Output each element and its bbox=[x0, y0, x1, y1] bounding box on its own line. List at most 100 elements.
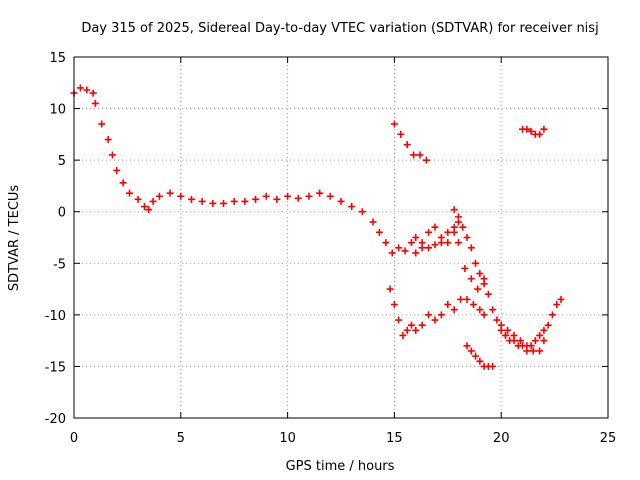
data-point bbox=[326, 192, 334, 200]
data-point bbox=[540, 337, 548, 345]
series-track-f bbox=[497, 326, 548, 355]
data-point bbox=[187, 195, 195, 203]
data-point bbox=[403, 326, 411, 334]
data-point bbox=[91, 99, 99, 107]
data-point bbox=[397, 130, 405, 138]
data-point bbox=[463, 295, 471, 303]
data-point bbox=[316, 189, 324, 197]
grid-lines bbox=[74, 57, 608, 418]
data-point bbox=[472, 259, 480, 267]
data-point bbox=[399, 331, 407, 339]
data-point bbox=[484, 290, 492, 298]
data-point bbox=[467, 244, 475, 252]
data-point bbox=[140, 203, 148, 211]
data-point bbox=[497, 326, 505, 334]
data-point bbox=[149, 197, 157, 205]
data-point bbox=[108, 151, 116, 159]
data-point bbox=[425, 311, 433, 319]
data-point bbox=[480, 280, 488, 288]
data-point bbox=[437, 234, 445, 241]
x-tick-label: 15 bbox=[386, 431, 403, 446]
data-point bbox=[536, 347, 544, 355]
data-point bbox=[155, 192, 163, 200]
data-point bbox=[412, 249, 420, 257]
data-point bbox=[454, 213, 462, 221]
series-track-c bbox=[450, 206, 565, 355]
data-point bbox=[166, 189, 174, 197]
data-point bbox=[510, 337, 518, 345]
data-point bbox=[410, 151, 418, 159]
data-point bbox=[145, 206, 153, 214]
data-point bbox=[252, 195, 260, 203]
data-point bbox=[348, 203, 356, 211]
data-point bbox=[418, 321, 426, 329]
x-tick-label: 0 bbox=[70, 431, 78, 446]
y-tick-label: 0 bbox=[58, 206, 66, 221]
data-point bbox=[540, 125, 548, 133]
series-main-track bbox=[70, 84, 488, 293]
data-point bbox=[198, 197, 206, 205]
data-point bbox=[444, 239, 452, 247]
series-track-d bbox=[386, 285, 488, 339]
data-point bbox=[382, 239, 390, 247]
x-tick-label: 20 bbox=[493, 431, 510, 446]
data-point bbox=[531, 337, 539, 345]
data-point bbox=[519, 342, 527, 350]
data-point bbox=[493, 316, 501, 324]
data-point bbox=[450, 206, 458, 214]
data-point bbox=[523, 125, 531, 133]
data-point bbox=[412, 234, 420, 241]
data-point bbox=[536, 130, 544, 138]
y-tick-label: -5 bbox=[53, 257, 66, 272]
data-point bbox=[431, 223, 439, 231]
data-point bbox=[273, 195, 281, 203]
y-tick-label: -10 bbox=[45, 309, 66, 324]
data-point bbox=[369, 218, 377, 226]
data-point bbox=[480, 311, 488, 319]
data-point bbox=[241, 197, 249, 205]
x-axis-label: GPS time / hours bbox=[286, 459, 395, 474]
data-point bbox=[403, 141, 411, 149]
data-point bbox=[459, 223, 467, 231]
data-point bbox=[98, 120, 106, 128]
data-point bbox=[412, 326, 420, 334]
data-point bbox=[489, 306, 497, 314]
series-track-b bbox=[412, 218, 462, 257]
data-point bbox=[386, 285, 394, 293]
data-point bbox=[450, 306, 458, 314]
data-point bbox=[177, 192, 185, 200]
chart-title: Day 315 of 2025, Sidereal Day-to-day VTE… bbox=[81, 21, 598, 36]
data-point bbox=[425, 228, 433, 236]
plot-border bbox=[73, 56, 609, 419]
data-point bbox=[463, 234, 471, 241]
data-point bbox=[474, 285, 482, 293]
y-tick-label: -20 bbox=[45, 412, 66, 427]
data-point bbox=[501, 331, 509, 339]
data-point bbox=[390, 120, 398, 128]
y-tick-label: 5 bbox=[58, 154, 66, 169]
data-point bbox=[489, 362, 497, 370]
data-point bbox=[553, 301, 561, 309]
data-point bbox=[284, 192, 292, 200]
data-point bbox=[407, 239, 415, 247]
data-point bbox=[425, 244, 433, 252]
data-point bbox=[450, 228, 458, 236]
y-tick-label: -15 bbox=[45, 360, 66, 375]
x-tick-label: 5 bbox=[177, 431, 185, 446]
data-point bbox=[401, 247, 409, 255]
data-point bbox=[209, 199, 217, 207]
data-point bbox=[469, 301, 477, 309]
data-point bbox=[126, 189, 134, 197]
data-point bbox=[294, 194, 302, 202]
data-point bbox=[395, 244, 403, 252]
data-point bbox=[375, 228, 383, 236]
data-point bbox=[476, 270, 484, 278]
data-point bbox=[536, 331, 544, 339]
data-point bbox=[467, 275, 475, 283]
data-point bbox=[416, 151, 424, 159]
axis-ticks: 0 5 10 15 20 25 15 10 5 0 -5 -10 -15 -20 bbox=[45, 51, 617, 446]
data-point bbox=[230, 197, 238, 205]
data-point bbox=[388, 249, 396, 257]
y-tick-label: 10 bbox=[49, 103, 66, 118]
